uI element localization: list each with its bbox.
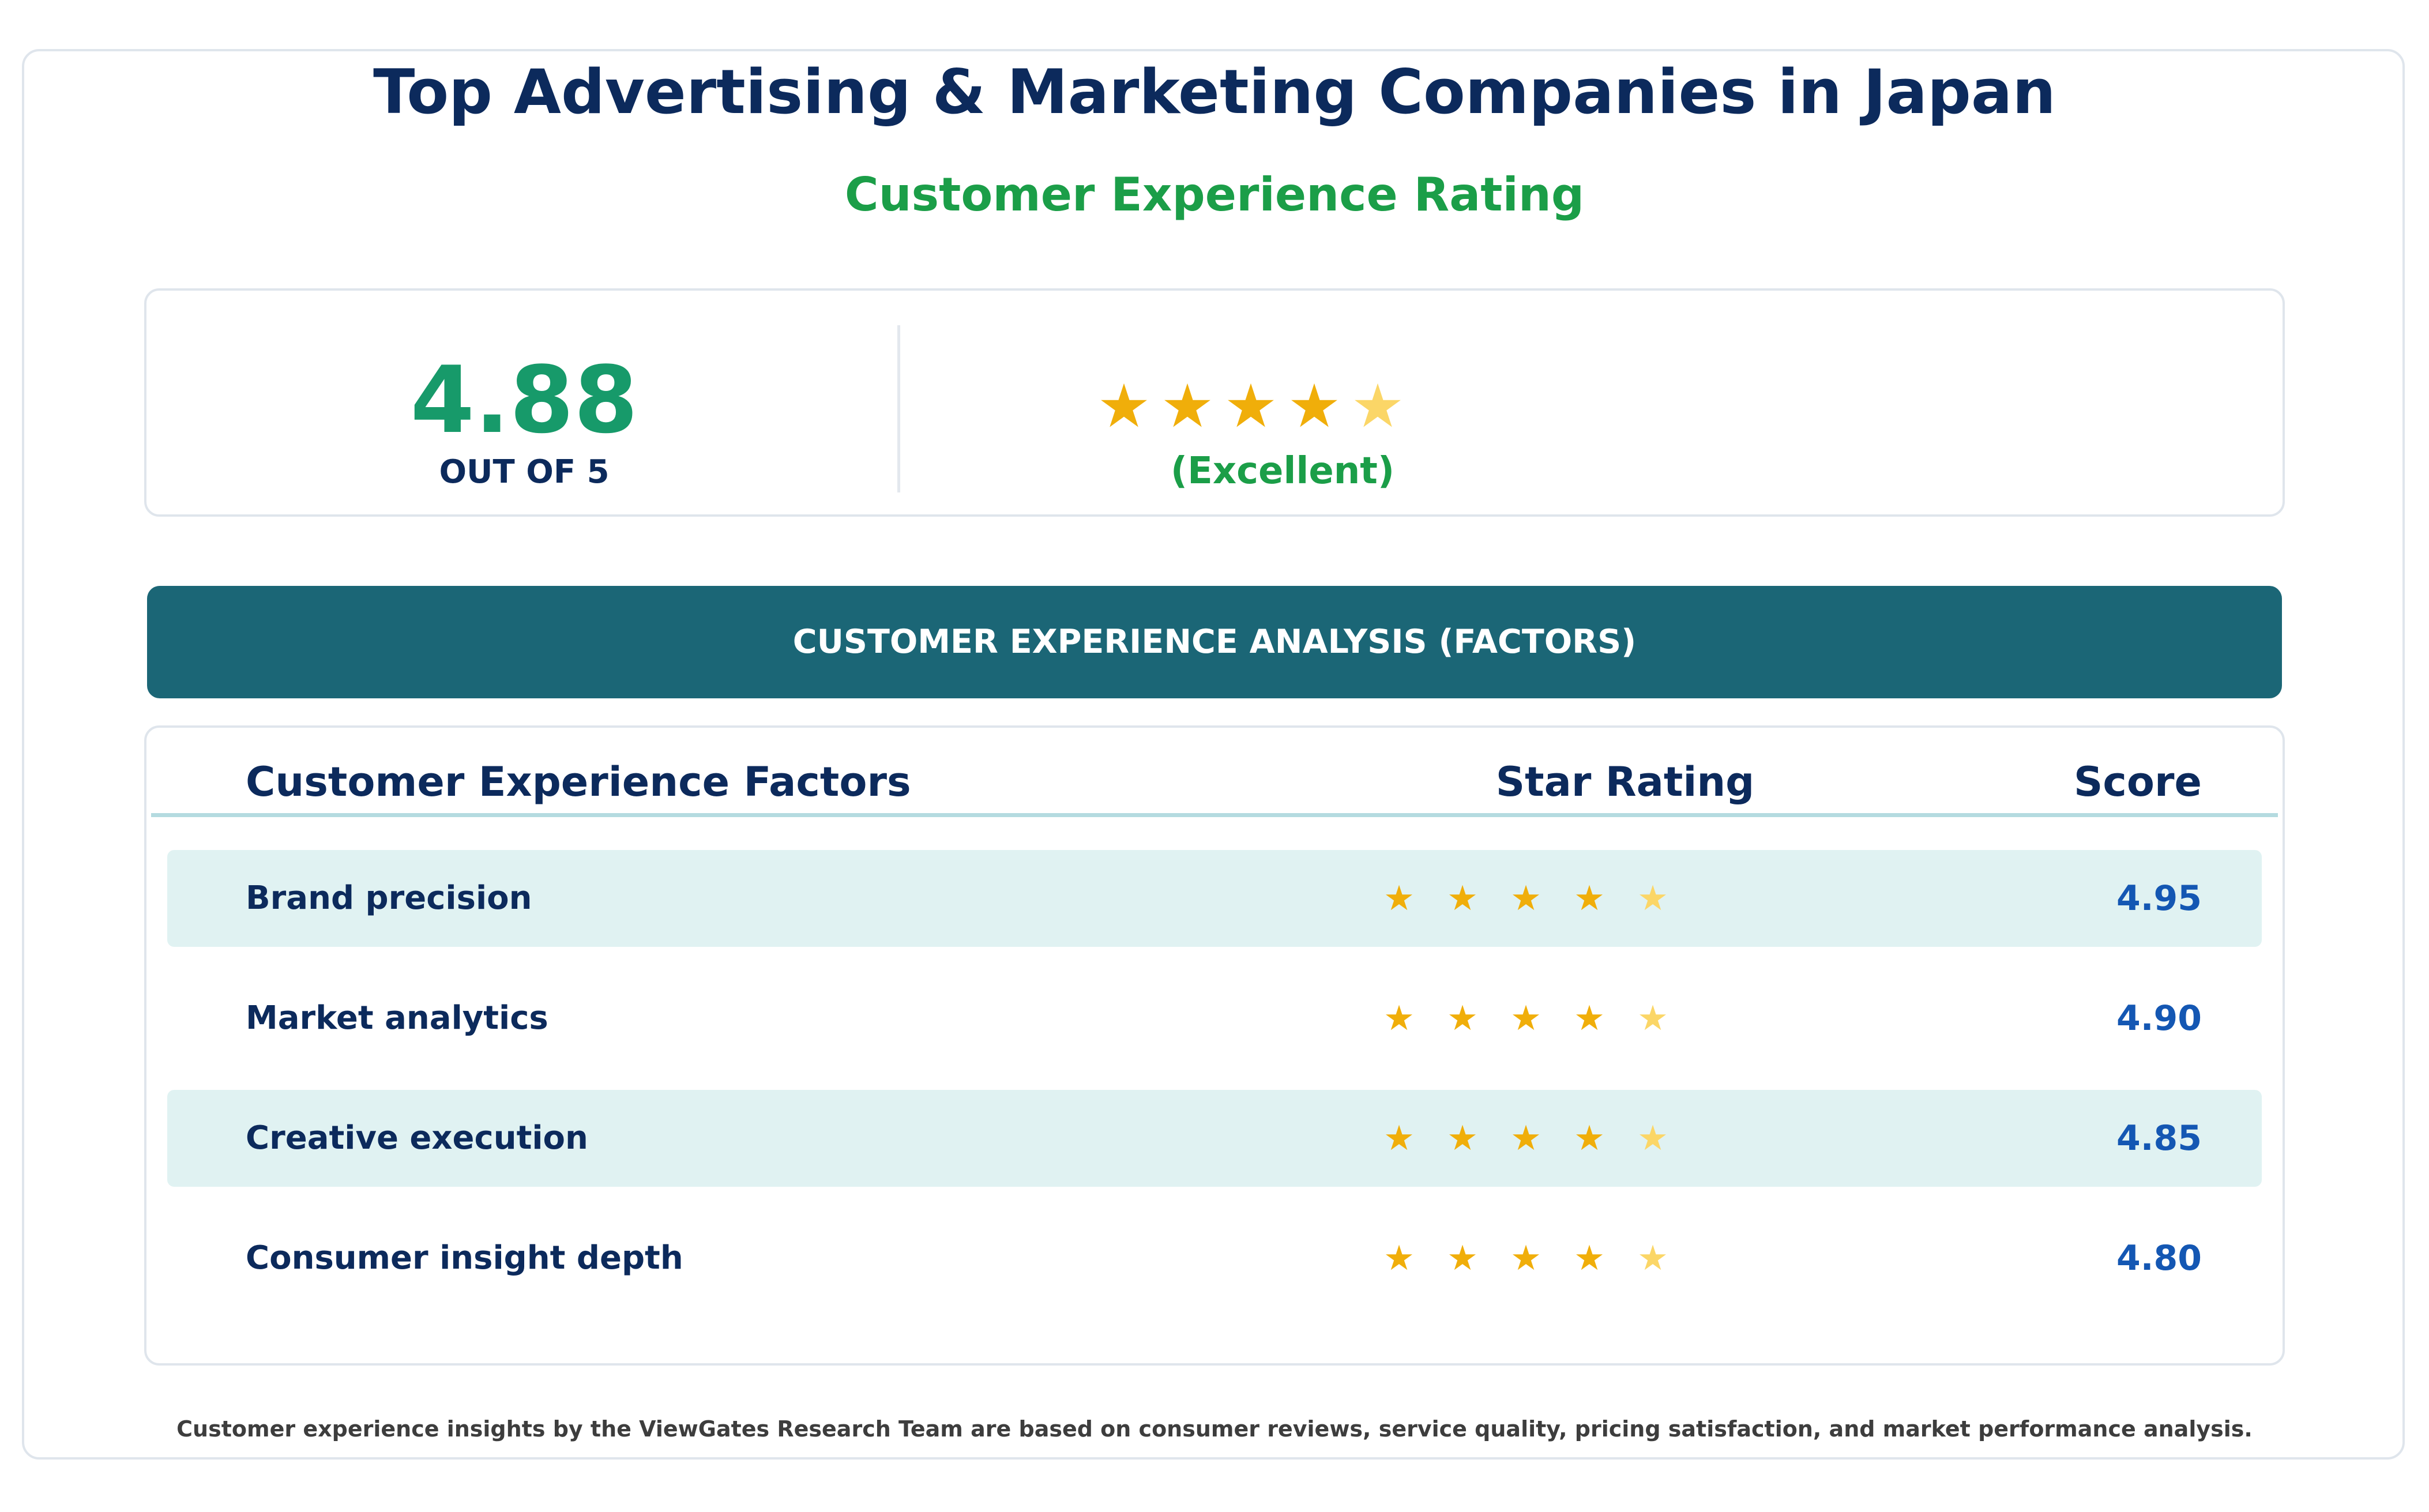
star-icon: ★ (1447, 1238, 1478, 1278)
page-title: Top Advertising & Marketing Companies in… (373, 57, 2056, 127)
overall-star-rating: ★ ★ ★ ★ ★ (1092, 368, 1496, 443)
overall-score: 4.88 (410, 346, 638, 454)
overall-score-scale: OUT OF 5 (439, 453, 610, 491)
star-icon: ★ (1510, 878, 1541, 919)
page-subtitle: Customer Experience Rating (844, 168, 1585, 221)
footer-note: Customer experience insights by the View… (176, 1416, 2253, 1442)
star-icon: ★ (1224, 371, 1278, 441)
page-frame (22, 49, 2405, 1460)
factor-score: 4.95 (2116, 878, 2202, 919)
overall-verdict: (Excellent) (1170, 450, 1395, 492)
factor-star-rating: ★ ★ ★ ★ ★ (1376, 850, 1722, 947)
star-icon: ★ (1637, 998, 1668, 1039)
star-icon: ★ (1383, 998, 1415, 1039)
star-icon: ★ (1447, 998, 1478, 1039)
table-row: Brand precision ★ ★ ★ ★ ★ 4.95 (167, 850, 2262, 947)
factor-score: 4.90 (2116, 998, 2202, 1039)
star-icon: ★ (1447, 878, 1478, 919)
header-star-rating: Star Rating (1495, 758, 1755, 806)
star-icon: ★ (1447, 1118, 1478, 1159)
star-icon: ★ (1383, 1238, 1415, 1278)
factor-star-rating: ★ ★ ★ ★ ★ (1376, 970, 1722, 1067)
star-icon: ★ (1637, 878, 1668, 919)
star-icon: ★ (1637, 1238, 1668, 1278)
factor-label: Consumer insight depth (246, 1239, 683, 1277)
header-factor: Customer Experience Factors (246, 758, 911, 806)
analysis-banner: CUSTOMER EXPERIENCE ANALYSIS (FACTORS) (147, 586, 2282, 698)
star-icon: ★ (1510, 1118, 1541, 1159)
star-icon: ★ (1160, 371, 1214, 441)
star-icon: ★ (1637, 1118, 1668, 1159)
factor-star-rating: ★ ★ ★ ★ ★ (1376, 1210, 1722, 1307)
star-icon: ★ (1097, 371, 1151, 441)
star-icon: ★ (1287, 371, 1341, 441)
factor-star-rating: ★ ★ ★ ★ ★ (1376, 1090, 1722, 1187)
table-row: Market analytics ★ ★ ★ ★ ★ 4.90 (167, 970, 2262, 1067)
star-icon: ★ (1510, 1238, 1541, 1278)
star-icon: ★ (1383, 1118, 1415, 1159)
factors-table: Customer Experience Factors Star Rating … (144, 725, 2285, 1366)
factor-label: Market analytics (246, 999, 548, 1037)
factor-score: 4.85 (2116, 1118, 2202, 1159)
star-icon: ★ (1574, 998, 1605, 1039)
factor-score: 4.80 (2116, 1238, 2202, 1278)
card-divider (897, 325, 900, 492)
star-icon: ★ (1383, 878, 1415, 919)
star-icon: ★ (1574, 1238, 1605, 1278)
header-divider (151, 813, 2278, 817)
star-icon: ★ (1574, 878, 1605, 919)
factor-label: Brand precision (246, 879, 532, 917)
table-row: Creative execution ★ ★ ★ ★ ★ 4.85 (167, 1090, 2262, 1187)
table-row: Consumer insight depth ★ ★ ★ ★ ★ 4.80 (167, 1210, 2262, 1307)
factor-label: Creative execution (246, 1119, 588, 1157)
star-icon: ★ (1351, 371, 1405, 441)
header-score: Score (2074, 758, 2202, 806)
star-icon: ★ (1510, 998, 1541, 1039)
overall-rating-card: 4.88 OUT OF 5 ★ ★ ★ ★ ★ (Excellent) (144, 288, 2285, 517)
star-icon: ★ (1574, 1118, 1605, 1159)
